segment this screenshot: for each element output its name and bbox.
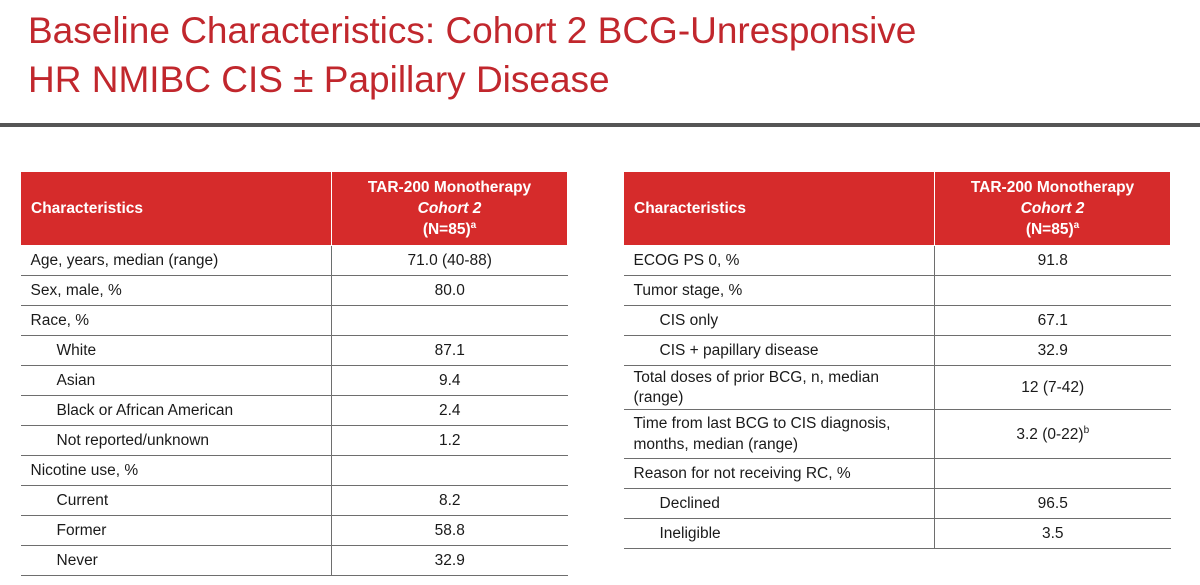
table-header-row: Characteristics TAR-200 Monotherapy Coho… — [20, 171, 568, 246]
row-value: 96.5 — [934, 488, 1171, 519]
row-value — [934, 275, 1171, 306]
table-row: Reason for not receiving RC, % — [623, 458, 1171, 489]
row-label: Ineligible — [623, 518, 935, 549]
table-row: Nicotine use, % — [20, 455, 568, 486]
table-row: Tumor stage, % — [623, 275, 1171, 306]
footnote-a: a — [470, 219, 477, 231]
row-value: 91.8 — [934, 245, 1171, 276]
row-value — [331, 305, 568, 336]
row-value: 71.0 (40-88) — [331, 245, 568, 276]
table-row: ECOG PS 0, % 91.8 — [623, 245, 1171, 276]
table-row: Current 8.2 — [20, 485, 568, 516]
row-label: CIS only — [623, 305, 935, 336]
table-row: Never 32.9 — [20, 545, 568, 576]
row-label: Never — [20, 545, 332, 576]
table-row: Former 58.8 — [20, 515, 568, 546]
row-value: 58.8 — [331, 515, 568, 546]
column-header-tar200: TAR-200 Monotherapy Cohort 2 (N=85)a — [331, 171, 568, 246]
row-value: 80.0 — [331, 275, 568, 306]
title-divider — [0, 123, 1200, 127]
row-value: 32.9 — [934, 335, 1171, 366]
table-row: White 87.1 — [20, 335, 568, 366]
row-value: 12 (7-42) — [934, 365, 1171, 410]
footnote-b: b — [1083, 424, 1090, 436]
row-label: Tumor stage, % — [623, 275, 935, 306]
table-row: Black or African American 2.4 — [20, 395, 568, 426]
row-value: 3.5 — [934, 518, 1171, 549]
row-label: Total doses of prior BCG, n, median (ran… — [623, 365, 935, 410]
column-header-characteristics: Characteristics — [20, 171, 332, 246]
row-label: Current — [20, 485, 332, 516]
baseline-table-left: Characteristics TAR-200 Monotherapy Coho… — [20, 171, 568, 576]
footnote-a: a — [1073, 219, 1080, 231]
row-label: Race, % — [20, 305, 332, 336]
row-value: 87.1 — [331, 335, 568, 366]
row-label: Reason for not receiving RC, % — [623, 458, 935, 489]
row-value: 1.2 — [331, 425, 568, 456]
table-row: Total doses of prior BCG, n, median (ran… — [623, 365, 1171, 410]
row-label: Not reported/unknown — [20, 425, 332, 456]
row-label: Black or African American — [20, 395, 332, 426]
table-row: Race, % — [20, 305, 568, 336]
table-header-row: Characteristics TAR-200 Monotherapy Coho… — [623, 171, 1171, 246]
row-label: Former — [20, 515, 332, 546]
title-line-2: HR NMIBC CIS ± Papillary Disease — [28, 59, 610, 100]
table-row: CIS only 67.1 — [623, 305, 1171, 336]
row-label: Age, years, median (range) — [20, 245, 332, 276]
row-value: 8.2 — [331, 485, 568, 516]
row-label: Declined — [623, 488, 935, 519]
row-label: CIS + papillary disease — [623, 335, 935, 366]
table-row: Asian 9.4 — [20, 365, 568, 396]
baseline-table-right: Characteristics TAR-200 Monotherapy Coho… — [623, 171, 1171, 549]
row-label: Sex, male, % — [20, 275, 332, 306]
table-row: Ineligible 3.5 — [623, 518, 1171, 549]
table-row: CIS + papillary disease 32.9 — [623, 335, 1171, 366]
row-value: 2.4 — [331, 395, 568, 426]
row-label: Asian — [20, 365, 332, 396]
table-row: Sex, male, % 80.0 — [20, 275, 568, 306]
row-label: Nicotine use, % — [20, 455, 332, 486]
row-value: 32.9 — [331, 545, 568, 576]
column-header-characteristics: Characteristics — [623, 171, 935, 246]
row-label: ECOG PS 0, % — [623, 245, 935, 276]
row-value: 67.1 — [934, 305, 1171, 336]
row-label: Time from last BCG to CIS diagnosis, mon… — [623, 409, 935, 459]
column-header-tar200: TAR-200 Monotherapy Cohort 2 (N=85)a — [934, 171, 1171, 246]
row-value — [934, 458, 1171, 489]
row-label: White — [20, 335, 332, 366]
row-value: 3.2 (0-22)b — [934, 409, 1171, 459]
table-row: Not reported/unknown 1.2 — [20, 425, 568, 456]
table-row: Age, years, median (range) 71.0 (40-88) — [20, 245, 568, 276]
table-row: Declined 96.5 — [623, 488, 1171, 519]
row-value: 9.4 — [331, 365, 568, 396]
title-line-1: Baseline Characteristics: Cohort 2 BCG-U… — [28, 10, 917, 51]
table-row: Time from last BCG to CIS diagnosis, mon… — [623, 409, 1171, 459]
page-title: Baseline Characteristics: Cohort 2 BCG-U… — [28, 6, 916, 104]
row-value — [331, 455, 568, 486]
